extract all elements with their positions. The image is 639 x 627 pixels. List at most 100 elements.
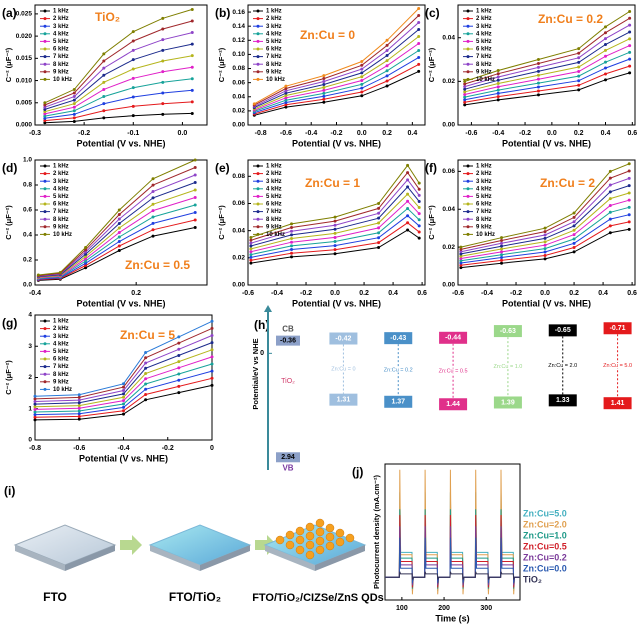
x-tick-label: 0.2 — [574, 130, 584, 137]
legend-marker — [256, 55, 260, 59]
legend-label: 7 kHz — [476, 54, 492, 60]
legend-label: 2 kHz — [266, 16, 282, 22]
data-point — [577, 47, 581, 51]
legend-label: 3 kHz — [53, 179, 69, 185]
data-point — [496, 85, 500, 89]
data-point — [385, 64, 389, 68]
series-line — [250, 215, 420, 258]
legend-marker — [43, 62, 47, 66]
vb-box — [276, 452, 300, 463]
legend-label: 6 kHz — [266, 47, 282, 53]
caption: FTO/TiO₂ — [169, 590, 221, 604]
x-tick-label: -0.4 — [117, 445, 129, 452]
data-point — [151, 215, 155, 219]
legend-label: 3 kHz — [476, 179, 492, 185]
plot-frame — [457, 4, 636, 126]
data-point — [151, 177, 155, 181]
x-axis-label: Potential (V vs. NHE) — [79, 453, 168, 463]
series-line — [385, 537, 520, 584]
data-point — [144, 361, 148, 365]
x-tick-label: -0.2 — [300, 290, 312, 297]
legend-label: 8 kHz — [53, 372, 69, 378]
legend-marker — [43, 164, 47, 168]
series-line — [34, 349, 213, 408]
data-point — [536, 85, 540, 89]
data-point — [322, 82, 326, 86]
data-point — [417, 55, 421, 59]
data-point — [151, 183, 155, 187]
data-point — [84, 264, 88, 267]
series-line — [34, 320, 213, 397]
legend-label: 7 kHz — [53, 54, 69, 60]
y-tick-label: 0.08 — [232, 173, 245, 180]
data-point — [417, 193, 421, 197]
data-point — [117, 226, 121, 230]
data-point — [58, 271, 62, 274]
data-point — [249, 253, 253, 257]
data-point — [385, 43, 389, 47]
series-line — [44, 8, 193, 104]
fto-edge — [65, 545, 115, 571]
x-tick-label: 0.6 — [417, 290, 427, 297]
legend-label: Zn:Cu=0.2 — [523, 552, 567, 562]
data-point — [210, 355, 214, 359]
data-point — [333, 248, 337, 252]
legend-label: 10 kHz — [476, 77, 495, 83]
legend-marker — [466, 32, 470, 36]
data-point — [417, 14, 421, 18]
legend-label: 1 kHz — [476, 164, 492, 170]
data-point — [333, 223, 337, 227]
legend-label: 4 kHz — [53, 186, 69, 192]
legend-marker — [43, 380, 47, 384]
data-point — [210, 334, 214, 337]
legend-marker — [43, 365, 47, 369]
data-point — [577, 79, 581, 83]
cb-box — [548, 324, 577, 337]
series-line — [250, 186, 420, 247]
vb-value: 1.31 — [337, 396, 351, 403]
data-point — [290, 255, 294, 259]
legend-label: 5 kHz — [53, 194, 69, 200]
panel-title: Zn:Cu = 0.2 — [538, 12, 603, 26]
x-tick-label: -0.1 — [127, 130, 139, 137]
category-label: Zn:Cu = 2.0 — [548, 363, 577, 369]
y-tick-label: 0.02 — [442, 78, 455, 85]
x-tick-label: 0.4 — [407, 130, 417, 137]
series-line — [254, 8, 420, 105]
data-point — [322, 85, 326, 89]
y-tick-label: 0.02 — [232, 255, 245, 262]
legend-marker — [256, 39, 260, 43]
legend-marker — [466, 47, 470, 51]
data-point — [417, 212, 421, 216]
data-point — [249, 258, 253, 262]
data-point — [161, 59, 165, 63]
series-line — [254, 15, 420, 106]
y-tick-label: 0.010 — [16, 77, 33, 84]
legend-label: 2 kHz — [53, 16, 69, 22]
data-point — [577, 60, 581, 64]
legend-label: 6 kHz — [476, 202, 492, 208]
data-point — [177, 335, 181, 339]
y-tick-label: 1.0 — [23, 157, 32, 164]
data-point — [190, 7, 194, 11]
data-point — [77, 404, 81, 408]
y-tick-label: 0.16 — [232, 9, 245, 16]
data-point — [604, 48, 607, 52]
data-point — [43, 112, 47, 116]
panel-title: Zn:Cu = 0.5 — [125, 258, 190, 272]
data-point — [290, 240, 294, 244]
panel-label: (a) — [2, 6, 17, 20]
data-point — [144, 382, 148, 386]
data-point — [572, 241, 576, 245]
series-line — [44, 20, 193, 106]
data-point — [77, 417, 81, 421]
x-tick-label: -0.2 — [162, 445, 174, 452]
x-tick-label: -0.4 — [271, 290, 283, 297]
vb-name: VB — [282, 463, 293, 472]
legend-marker — [256, 172, 260, 176]
data-point — [290, 251, 294, 255]
data-point — [500, 238, 504, 242]
legend-marker — [43, 357, 47, 361]
x-axis-label: Potential (V vs. NHE) — [292, 138, 381, 148]
